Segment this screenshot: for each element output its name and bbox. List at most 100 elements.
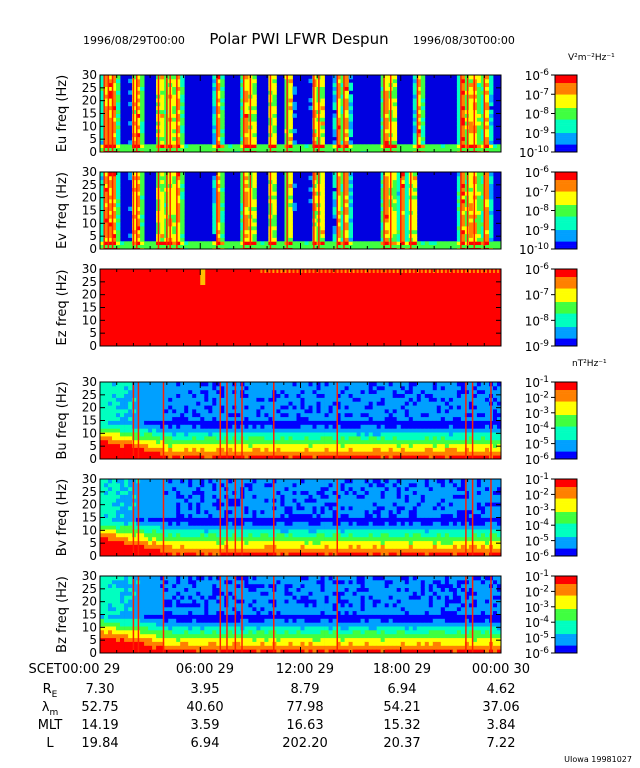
spectral-cell <box>172 443 177 448</box>
spectral-cell <box>272 218 277 223</box>
spectral-cell <box>288 225 293 231</box>
spectral-cell <box>356 420 361 425</box>
spectral-cell <box>392 401 398 406</box>
spectral-cell <box>456 416 462 421</box>
spectral-cell <box>180 447 185 452</box>
spectral-cell <box>132 479 137 484</box>
spectral-cell <box>148 397 153 402</box>
spectral-cell <box>100 424 105 429</box>
spectral-cell <box>140 136 145 141</box>
spectral-cell <box>312 214 317 219</box>
spectral-cell <box>216 187 221 192</box>
spectral-cell <box>112 222 117 227</box>
spectral-cell <box>112 233 117 238</box>
spectral-cell <box>160 428 165 433</box>
spectral-cell <box>244 183 249 188</box>
spectral-cell <box>344 237 349 242</box>
spectral-cell <box>396 401 402 406</box>
spectral-cell <box>344 90 349 95</box>
spectral-cell <box>288 132 293 138</box>
spectral-cell <box>452 241 458 246</box>
spectral-cell <box>176 382 181 387</box>
spectral-cell <box>344 187 349 192</box>
spectral-cell <box>336 432 341 437</box>
spectral-cell <box>216 233 221 238</box>
spectral-cell <box>100 121 105 126</box>
spectral-cell <box>356 401 361 406</box>
spectral-cell <box>392 237 398 242</box>
spectral-cell <box>184 447 189 452</box>
spectral-cell <box>176 424 181 429</box>
spectral-cell <box>180 109 185 114</box>
spectral-cell <box>312 187 317 192</box>
spectral-cell <box>256 382 261 387</box>
spectral-cell <box>296 420 301 425</box>
spectral-cell <box>372 451 378 456</box>
spectral-cell <box>328 385 333 391</box>
spectral-cell <box>128 412 133 418</box>
spectral-cell <box>176 183 181 188</box>
spectral-cell <box>308 435 313 441</box>
spectral-cell <box>416 101 422 107</box>
spectral-cell <box>384 117 390 122</box>
spectral-cell <box>412 435 418 441</box>
spectral-cell <box>228 393 233 398</box>
spectral-cell <box>120 393 125 398</box>
spectral-cell <box>456 117 462 122</box>
spectral-cell <box>468 101 474 107</box>
spectral-cell <box>212 214 217 219</box>
spectral-cell <box>256 144 261 149</box>
spectral-cell <box>184 412 189 418</box>
spectral-cell <box>108 82 113 87</box>
spectral-cell <box>344 75 349 80</box>
spectral-cell <box>412 412 418 418</box>
spectral-cell <box>468 269 471 273</box>
spectral-cell <box>472 101 478 107</box>
spectral-cell <box>300 424 305 429</box>
spectral-cell <box>124 435 129 441</box>
spectral-cell <box>228 405 233 410</box>
spectral-cell <box>132 393 137 398</box>
spectral-cell <box>448 412 454 418</box>
spectral-cell <box>480 225 486 231</box>
spectral-cell <box>404 420 410 425</box>
spectral-cell <box>104 175 109 181</box>
spectral-cell <box>124 479 129 484</box>
spectral-cell <box>144 428 149 433</box>
spectral-cell <box>472 225 478 231</box>
spectral-cell <box>489 113 494 118</box>
spectral-cell <box>392 125 398 130</box>
spectral-cell <box>468 424 474 429</box>
spectral-cell <box>420 82 426 87</box>
spectral-cell <box>468 222 474 227</box>
spectral-cell <box>196 451 201 456</box>
spectral-cell <box>348 237 353 242</box>
spectral-cell <box>216 397 221 402</box>
spectral-cell <box>112 486 117 491</box>
spectral-cell <box>100 529 105 534</box>
spectral-cell <box>436 393 442 398</box>
spectral-cell <box>140 490 145 495</box>
spectral-cell <box>264 405 269 410</box>
spectral-cell <box>220 222 225 227</box>
spectral-cell <box>212 455 217 460</box>
spectral-cell <box>384 229 390 235</box>
spectral-cell <box>380 101 386 107</box>
spectral-cell <box>136 172 141 177</box>
spectral-cell <box>472 175 478 181</box>
spectral-cell <box>108 90 113 95</box>
spectral-cell <box>384 447 390 452</box>
spectral-cell <box>224 241 229 246</box>
spectral-cell <box>216 455 221 460</box>
spectral-cell <box>380 225 386 231</box>
spectral-cell <box>236 401 241 406</box>
spectral-cell <box>336 175 341 181</box>
spectral-cell <box>468 117 474 122</box>
spectral-cell <box>176 233 181 238</box>
spectral-cell <box>260 382 265 387</box>
spectral-cell <box>140 183 145 188</box>
spectral-cell <box>468 132 474 138</box>
spectral-cell <box>460 218 466 223</box>
spectral-cell <box>384 82 390 87</box>
spectral-cell <box>340 128 345 134</box>
